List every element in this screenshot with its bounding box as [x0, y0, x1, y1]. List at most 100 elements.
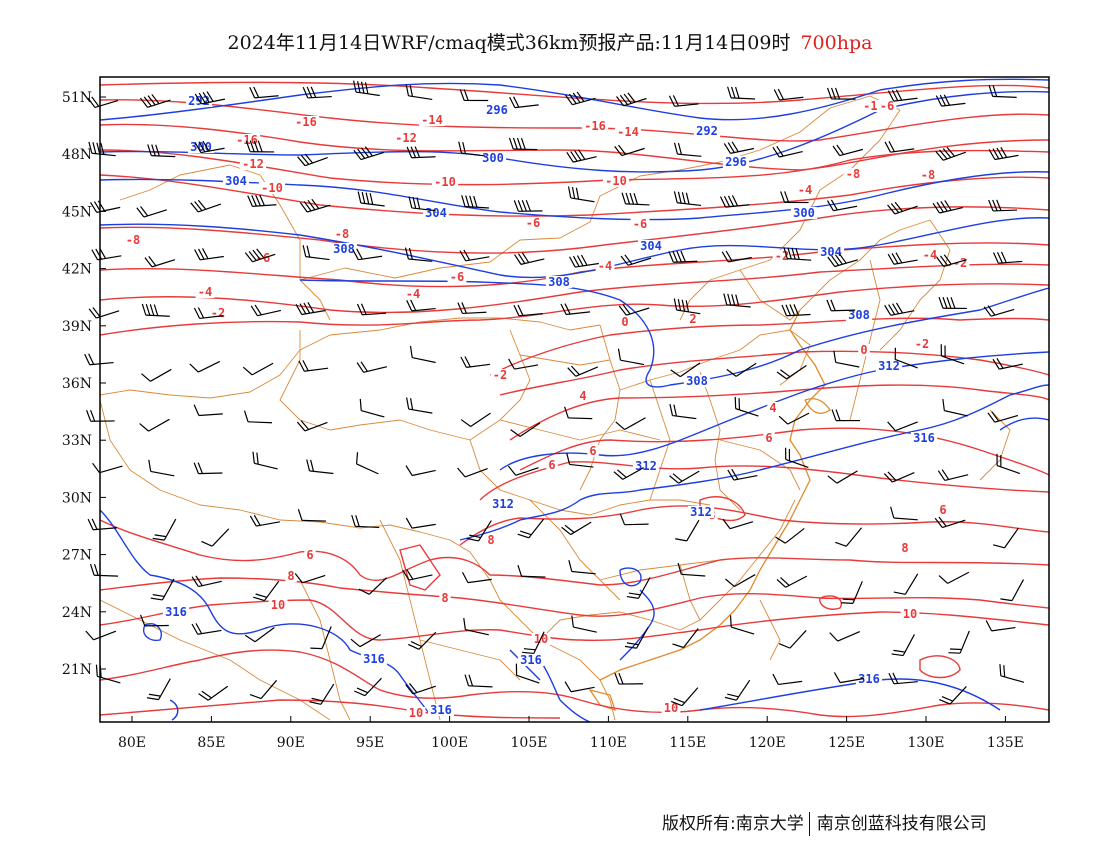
- wind-barb: [457, 302, 487, 315]
- temperature-label-bg: [595, 260, 615, 272]
- footer-separator: [808, 812, 810, 836]
- weather-map: -16-16-14-14-12-12-16-14-10-10 -10-8-8 -8-…: [62, 76, 1050, 751]
- temperature-label: 10: [409, 706, 423, 720]
- temperature-label: -10: [434, 175, 456, 189]
- wind-barb: [734, 396, 759, 417]
- wind-barb: [86, 410, 115, 422]
- wind-barb: [891, 634, 915, 657]
- wind-barb: [887, 89, 918, 102]
- wind-barb: [675, 519, 700, 542]
- wind-barb: [405, 465, 436, 477]
- wind-barb: [833, 672, 864, 684]
- temperature-label: -12: [395, 131, 417, 145]
- wind-barb: [150, 578, 175, 601]
- wind-barb: [992, 358, 1023, 370]
- lat-label: 21N: [62, 662, 92, 678]
- wind-barb: [406, 299, 436, 312]
- wind-barb: [935, 146, 966, 161]
- temperature-label-bg: [403, 288, 423, 300]
- height-label: 304: [225, 174, 247, 188]
- wind-barb: [355, 452, 379, 475]
- wind-barb: [194, 140, 225, 154]
- wind-barb: [1000, 579, 1025, 602]
- temperature-label-bg: [332, 228, 352, 240]
- lat-label: 27N: [62, 548, 92, 564]
- wind-barb: [887, 421, 918, 432]
- lon-label: 125E: [828, 735, 865, 751]
- wind-barb: [560, 303, 591, 316]
- wind-barb: [932, 200, 963, 214]
- wind-barb: [564, 406, 593, 420]
- wind-barb: [405, 517, 436, 529]
- wind-barb: [405, 683, 436, 695]
- temperature-label-bg: [523, 217, 543, 229]
- wind-barb: [402, 568, 433, 581]
- wind-barb: [727, 86, 756, 100]
- wind-barb: [831, 409, 861, 422]
- wind-barb: [677, 562, 706, 577]
- wind-barb: [833, 350, 860, 368]
- temperature-label: -8: [335, 227, 349, 241]
- temperature-label: -4: [406, 287, 420, 301]
- wind-barb: [463, 617, 489, 636]
- footer-company: 南京创蓝科技有限公司: [816, 814, 987, 834]
- wind-barb: [571, 615, 597, 633]
- wind-barb: [144, 256, 176, 268]
- footer-copyright: 版权所有:南京大学: [662, 814, 804, 834]
- wind-barb: [517, 518, 545, 539]
- wind-barb: [136, 206, 167, 218]
- wind-barb: [620, 254, 652, 266]
- wind-barb: [461, 195, 490, 209]
- wind-barb: [561, 521, 592, 536]
- lat-label: 42N: [62, 262, 92, 278]
- wind-barb: [894, 347, 918, 369]
- wind-barb: [726, 362, 757, 377]
- wind-barb: [404, 247, 433, 262]
- wind-barb: [988, 199, 1018, 212]
- wind-barb: [988, 146, 1019, 161]
- temperature-label-bg: [877, 100, 897, 112]
- coastline: [588, 309, 831, 712]
- wind-barb: [457, 467, 488, 478]
- height-label-bg: [632, 460, 660, 472]
- lat-label: 45N: [62, 204, 92, 220]
- wind-barb: [152, 518, 177, 541]
- height-label-bg: [483, 104, 511, 116]
- temperature-label-bg: [239, 158, 267, 170]
- wind-barb: [772, 673, 803, 686]
- wind-barb: [723, 293, 751, 308]
- wind-barb: [190, 199, 222, 213]
- temperature-label-bg: [406, 707, 426, 719]
- wind-barb: [888, 672, 918, 685]
- wind-barb: [245, 140, 275, 153]
- temperature-label-bg: [937, 504, 949, 516]
- wind-barb: [614, 672, 644, 685]
- temperature-label: 6: [765, 431, 772, 445]
- wind-barb: [883, 471, 915, 483]
- wind-barb: [729, 615, 755, 635]
- temperature-label-bg: [918, 169, 938, 181]
- wind-barb: [513, 199, 543, 212]
- wind-barb: [616, 92, 647, 107]
- height-label: 308: [848, 308, 870, 322]
- height-label: 312: [690, 505, 712, 519]
- temperature-label: -10: [605, 174, 627, 188]
- wind-barb: [460, 412, 491, 427]
- wind-barb: [996, 453, 1020, 475]
- wind-barb: [668, 95, 699, 107]
- temperature-label-bg: [763, 432, 775, 444]
- wind-barb: [92, 462, 123, 474]
- wind-barb: [566, 452, 594, 468]
- height-label-bg: [875, 360, 903, 372]
- height-label: 316: [858, 672, 880, 686]
- temperature-label: 0: [621, 315, 628, 329]
- temperature-label-bg: [920, 249, 940, 261]
- wind-barb: [358, 577, 388, 595]
- height-label-bg: [479, 152, 507, 164]
- wind-barb: [310, 626, 332, 650]
- wind-barb: [510, 422, 541, 437]
- wind-barb: [934, 516, 966, 529]
- wind-barb: [893, 573, 919, 595]
- wind-barb: [670, 687, 699, 707]
- wind-barb: [948, 630, 970, 654]
